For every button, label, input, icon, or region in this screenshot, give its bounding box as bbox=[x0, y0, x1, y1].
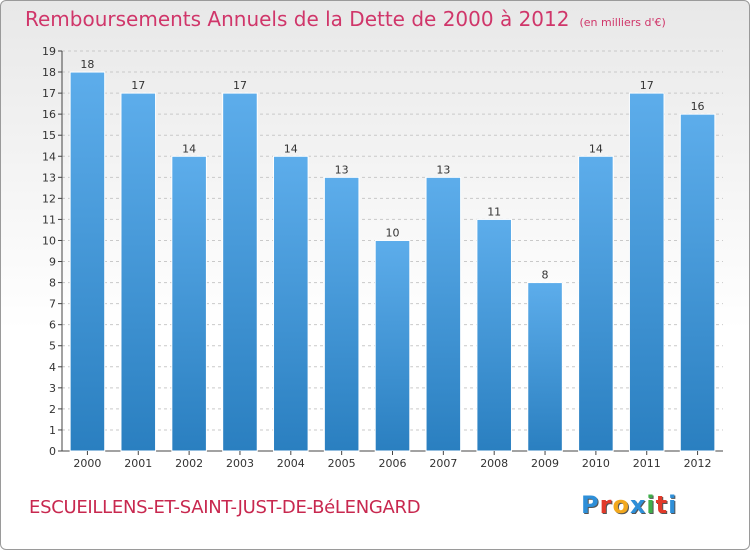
x-tick-label: 2011 bbox=[633, 457, 661, 470]
x-tick-label: 2000 bbox=[73, 457, 101, 470]
x-tick-label: 2009 bbox=[531, 457, 559, 470]
bar bbox=[527, 282, 563, 452]
data-label: 16 bbox=[691, 100, 705, 113]
x-tick-label: 2002 bbox=[175, 457, 203, 470]
data-label: 8 bbox=[542, 269, 549, 282]
y-tick-label: 7 bbox=[49, 298, 56, 311]
y-tick-label: 9 bbox=[49, 256, 56, 269]
chart-title: Remboursements Annuels de la Dette de 20… bbox=[25, 7, 666, 31]
data-label: 17 bbox=[131, 79, 145, 92]
x-tick-label: 2012 bbox=[684, 457, 712, 470]
data-label: 14 bbox=[589, 142, 603, 155]
y-tick-label: 10 bbox=[42, 234, 56, 247]
logo-letter: i bbox=[646, 491, 656, 519]
y-tick-label: 18 bbox=[42, 66, 56, 79]
y-tick-label: 5 bbox=[49, 340, 56, 353]
bar bbox=[679, 113, 716, 452]
bar bbox=[69, 71, 106, 452]
bar bbox=[628, 92, 665, 452]
x-tick-label: 2004 bbox=[277, 457, 305, 470]
unit-label: (en milliers d'€) bbox=[579, 16, 666, 29]
y-tick-label: 13 bbox=[42, 171, 56, 184]
logo-letter: r bbox=[599, 491, 613, 519]
y-tick-label: 1 bbox=[49, 424, 56, 437]
x-tick-label: 2005 bbox=[328, 457, 356, 470]
data-label: 18 bbox=[80, 58, 94, 71]
y-tick-label: 0 bbox=[49, 445, 56, 458]
y-tick-label: 12 bbox=[42, 192, 56, 205]
data-label: 14 bbox=[182, 142, 196, 155]
commune-name: ESCUEILLENS-ET-SAINT-JUST-DE-BéLENGARD bbox=[29, 497, 421, 518]
y-tick-label: 14 bbox=[42, 150, 56, 163]
y-tick-label: 19 bbox=[42, 45, 56, 58]
bar bbox=[425, 176, 462, 452]
title-text: Remboursements Annuels de la Dette de 20… bbox=[25, 7, 570, 31]
y-tick-label: 6 bbox=[49, 319, 56, 332]
bar bbox=[120, 92, 157, 452]
x-tick-label: 2010 bbox=[582, 457, 610, 470]
bar bbox=[323, 176, 360, 452]
data-label: 17 bbox=[640, 79, 654, 92]
y-tick-label: 3 bbox=[49, 382, 56, 395]
proxiti-logo: Proxiti bbox=[581, 491, 677, 519]
data-label: 13 bbox=[335, 163, 349, 176]
x-tick-label: 2001 bbox=[124, 457, 152, 470]
bar bbox=[578, 155, 614, 452]
data-label: 10 bbox=[386, 226, 400, 239]
data-label: 14 bbox=[284, 142, 298, 155]
logo-letter: o bbox=[612, 491, 630, 519]
logo-letter: x bbox=[629, 491, 647, 519]
x-tick-label: 2003 bbox=[226, 457, 254, 470]
bar bbox=[273, 155, 309, 452]
logo-letter: P bbox=[581, 491, 600, 519]
y-tick-label: 4 bbox=[49, 361, 56, 374]
data-label: 13 bbox=[436, 163, 450, 176]
bar bbox=[222, 92, 258, 452]
y-tick-label: 2 bbox=[49, 403, 56, 416]
y-tick-label: 17 bbox=[42, 87, 56, 100]
bar bbox=[476, 218, 512, 452]
x-tick-label: 2008 bbox=[480, 457, 508, 470]
x-tick-label: 2007 bbox=[429, 457, 457, 470]
logo-letter: i bbox=[668, 491, 678, 519]
data-label: 11 bbox=[487, 205, 501, 218]
y-tick-label: 15 bbox=[42, 129, 56, 142]
y-tick-label: 11 bbox=[42, 213, 56, 226]
bar bbox=[171, 155, 207, 452]
y-tick-label: 16 bbox=[42, 108, 56, 121]
data-label: 17 bbox=[233, 79, 247, 92]
logo-letter: t bbox=[655, 491, 669, 519]
y-tick-label: 8 bbox=[49, 277, 56, 290]
bar bbox=[374, 239, 411, 452]
x-tick-label: 2006 bbox=[379, 457, 407, 470]
